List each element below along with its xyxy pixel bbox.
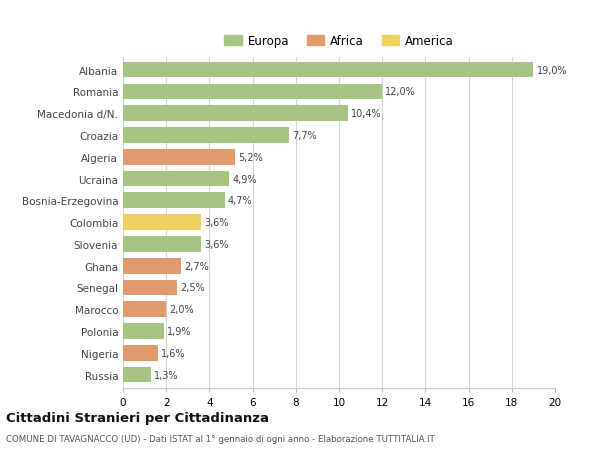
Legend: Europa, Africa, America: Europa, Africa, America bbox=[224, 35, 454, 48]
Bar bbox=[123, 106, 347, 122]
Bar bbox=[123, 84, 382, 100]
Text: 4,7%: 4,7% bbox=[228, 196, 253, 206]
Text: 12,0%: 12,0% bbox=[385, 87, 416, 97]
Bar bbox=[123, 193, 224, 209]
Bar bbox=[123, 171, 229, 187]
Bar bbox=[123, 302, 166, 318]
Text: 1,9%: 1,9% bbox=[167, 326, 192, 336]
Bar bbox=[123, 150, 235, 165]
Bar bbox=[123, 236, 201, 252]
Text: 3,6%: 3,6% bbox=[204, 239, 229, 249]
Bar bbox=[123, 367, 151, 383]
Text: 5,2%: 5,2% bbox=[239, 152, 263, 162]
Text: 2,7%: 2,7% bbox=[185, 261, 209, 271]
Text: 10,4%: 10,4% bbox=[351, 109, 382, 119]
Bar bbox=[123, 215, 201, 230]
Bar bbox=[123, 324, 164, 339]
Text: 1,6%: 1,6% bbox=[161, 348, 185, 358]
Bar bbox=[123, 258, 181, 274]
Text: 3,6%: 3,6% bbox=[204, 218, 229, 228]
Bar bbox=[123, 62, 533, 78]
Text: Cittadini Stranieri per Cittadinanza: Cittadini Stranieri per Cittadinanza bbox=[6, 411, 269, 424]
Bar bbox=[123, 128, 289, 144]
Bar bbox=[123, 280, 177, 296]
Text: 7,7%: 7,7% bbox=[293, 131, 317, 140]
Text: 1,3%: 1,3% bbox=[154, 370, 179, 380]
Text: 2,5%: 2,5% bbox=[180, 283, 205, 293]
Text: 19,0%: 19,0% bbox=[536, 66, 567, 75]
Text: COMUNE DI TAVAGNACCO (UD) - Dati ISTAT al 1° gennaio di ogni anno - Elaborazione: COMUNE DI TAVAGNACCO (UD) - Dati ISTAT a… bbox=[6, 434, 435, 443]
Text: 2,0%: 2,0% bbox=[169, 305, 194, 314]
Bar bbox=[123, 345, 158, 361]
Text: 4,9%: 4,9% bbox=[232, 174, 257, 184]
